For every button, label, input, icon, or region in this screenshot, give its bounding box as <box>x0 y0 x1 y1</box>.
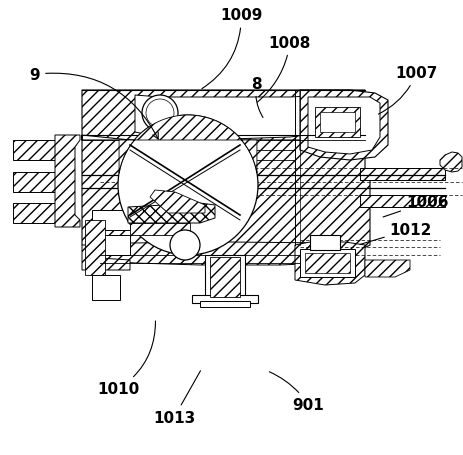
Circle shape <box>118 116 257 255</box>
Bar <box>359 169 444 181</box>
Text: 1010: 1010 <box>97 321 155 396</box>
Polygon shape <box>13 172 70 192</box>
Polygon shape <box>82 245 130 270</box>
Bar <box>85 221 105 275</box>
Bar <box>300 249 354 278</box>
Bar <box>304 253 349 273</box>
Circle shape <box>169 231 200 260</box>
Polygon shape <box>128 203 214 223</box>
Text: 1013: 1013 <box>152 371 200 425</box>
Polygon shape <box>82 91 364 146</box>
Polygon shape <box>13 141 70 161</box>
Bar <box>314 108 359 138</box>
Polygon shape <box>150 191 205 213</box>
Polygon shape <box>100 243 354 265</box>
Bar <box>192 295 257 303</box>
Polygon shape <box>300 91 387 161</box>
Polygon shape <box>307 98 379 155</box>
Circle shape <box>146 100 174 128</box>
Text: 901: 901 <box>269 372 324 412</box>
Bar <box>92 275 120 300</box>
Circle shape <box>142 96 178 131</box>
Bar <box>200 301 250 307</box>
Text: 1008: 1008 <box>257 36 311 103</box>
Polygon shape <box>13 203 70 223</box>
Bar <box>210 258 239 298</box>
Polygon shape <box>82 136 369 258</box>
Polygon shape <box>55 136 80 228</box>
Text: 1012: 1012 <box>359 222 431 245</box>
Polygon shape <box>135 96 329 140</box>
Bar <box>319 113 354 133</box>
Bar <box>92 211 130 231</box>
Text: 1009: 1009 <box>201 9 262 90</box>
Bar <box>130 223 189 236</box>
Bar <box>205 255 244 300</box>
Text: 1006: 1006 <box>382 195 448 217</box>
Text: 8: 8 <box>251 77 263 118</box>
Polygon shape <box>119 116 257 173</box>
Bar <box>92 236 130 255</box>
Text: 9: 9 <box>30 68 158 140</box>
Polygon shape <box>364 260 409 278</box>
Polygon shape <box>439 153 461 172</box>
Polygon shape <box>294 243 364 285</box>
Text: 1007: 1007 <box>377 66 437 115</box>
Bar <box>309 236 339 250</box>
Bar <box>359 196 444 207</box>
